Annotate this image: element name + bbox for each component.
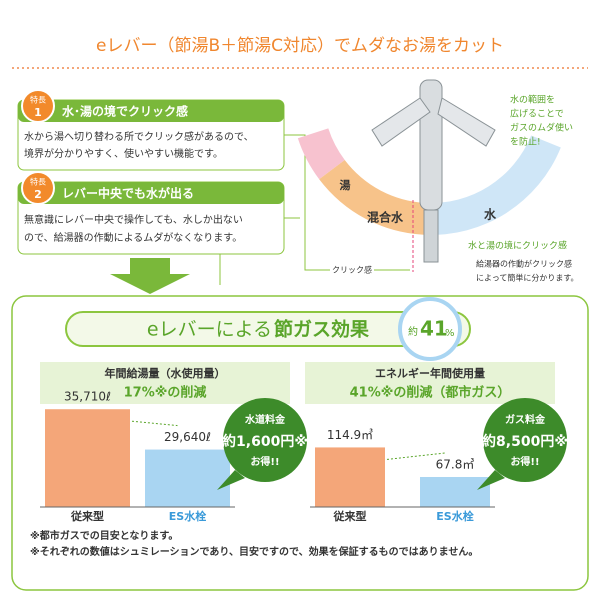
charts: 年間給湯量（水使用量） 17%※の削減 35,710ℓ 従来型 29,640ℓ ES水栓 水… [40,362,568,523]
faucet-lever [437,97,496,147]
feature-title: レバー中央でも水が出る [62,186,194,201]
chart-title: エネルギー年間使用量 [375,366,485,380]
bar [145,449,230,507]
value-label: 35,710ℓ [64,390,111,404]
banner-title: eレバーによる [147,319,272,341]
feature-header [18,182,284,204]
callout-tail [217,470,245,490]
badge-number: 2 [34,188,42,201]
faucet [371,79,496,263]
label-bg [330,262,374,276]
cold-label: 水 [484,207,497,222]
note: 水の範囲を [510,94,555,106]
badge-unit: % [445,328,455,339]
badge-label: 特長 [30,177,46,187]
click-label: クリック感 [332,265,372,275]
banner-badge [398,297,462,361]
callout-text: 水道料金 [244,413,286,426]
callout-text: 約1,600円※ [222,433,308,450]
badge-number: 1 [34,106,42,119]
x-tick-label: 従来型 [70,509,104,523]
hot-range [297,128,345,180]
feature-header [18,100,284,122]
trend-arrow [386,452,446,460]
banner-emphasis: 節ガス効果 [274,318,369,341]
page-title: eレバー（節湯B＋節湯C対応）でムダなお湯をカット [96,36,504,56]
footnote: ※都市ガスでの目安となります。 [30,529,178,542]
feature-text: 境界が分かりやすく、使いやすい機能です。 [24,147,223,160]
callout-text: 約8,500円※ [482,433,568,450]
x-tick-label: ES水栓 [436,509,473,523]
value-label: 114.9㎥ [327,428,373,442]
x-tick-label: ES水栓 [169,509,206,523]
click-note-title: 水と湯の境にクリック感 [468,240,567,252]
mixed-range [319,159,426,235]
click-note: によって簡単に分かります。 [476,273,579,283]
callout-text: お得!! [510,455,539,468]
bar [45,409,130,507]
feature-text: 無意識にレバー中央で操作しても、水しか出ない [24,213,243,226]
badge-value: 41 [420,317,448,341]
chart-subtitle: 17%※の削減 [124,385,207,401]
callout-text: ガス料金 [505,413,546,426]
mixed-label: 混合水 [367,210,404,225]
cold-range [423,135,561,235]
callout-bubble [223,398,307,482]
banner [65,311,471,347]
feature-badge [21,89,55,123]
chart-label-box [40,362,290,404]
feature-text: 水から湯へ切り替わる所でクリック感があるので、 [24,130,254,143]
note: を防止! [510,136,541,148]
value-label: 29,640ℓ [164,430,211,444]
x-tick-label: 従来型 [333,509,367,523]
footnote: ※それぞれの数値はシュミレーションであり、目安ですので、効果を保証するものではあ… [30,545,478,558]
note: ガスのムダ使い [510,122,573,134]
hot-label: 湯 [340,178,351,192]
callout-text: お得!! [250,455,279,468]
click-note: 給湯器の作動がクリック感 [476,259,572,269]
faucet-body [419,79,443,211]
faucet-lever [371,97,431,147]
down-arrow [110,258,190,294]
chart-subtitle: 41%※の削減（都市ガス） [350,385,511,401]
feature-badge [21,171,55,205]
bar [420,476,490,507]
note: 広げることで [510,108,564,120]
chart-title: 年間給湯量（水使用量） [105,366,226,380]
value-label: 67.8㎥ [436,457,475,471]
callout-tail [477,470,505,490]
lever-range-diagram [297,128,561,272]
bar [315,447,385,507]
callout-bubble [483,398,567,482]
badge-label: 特長 [30,95,46,105]
chart-label-box [305,362,555,404]
feature-text: ので、給湯器の作動によるムダがなくなります。 [24,231,242,244]
faucet-stem [423,209,439,263]
badge-prefix: 約 [408,325,418,338]
feature-title: 水･湯の境でクリック感 [62,104,188,119]
